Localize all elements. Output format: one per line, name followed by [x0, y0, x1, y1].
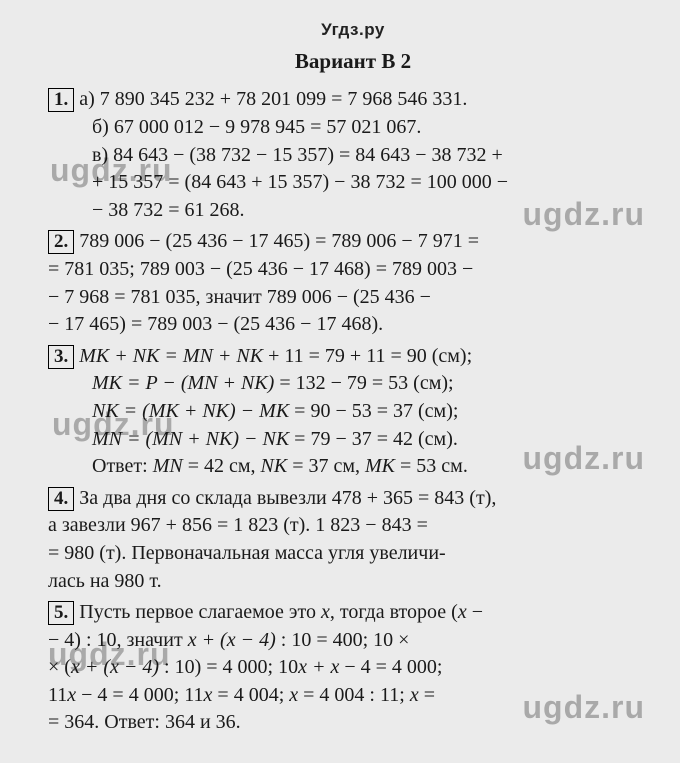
text: = 79 − 37 = 42 (см). — [289, 428, 458, 450]
text: = 37 см, — [287, 455, 365, 477]
text: − 4 = 4 000; 11 — [76, 684, 203, 706]
math: x — [67, 684, 76, 706]
text: = 4 004 : 11; — [298, 684, 410, 706]
math: NK — [261, 455, 288, 477]
problem-number: 3. — [48, 345, 74, 369]
problem-2: 2.789 006 − (25 436 − 17 465) = 789 006 … — [48, 228, 658, 338]
problem-4: 4.За два дня со склада вывезли 478 + 365… — [48, 485, 658, 595]
text: лась на 980 т. — [48, 570, 162, 592]
text: − 7 968 = 781 035, значит 789 006 − (25 … — [48, 286, 431, 308]
text: Ответ: — [92, 455, 153, 477]
text: = 980 (т). Первоначальная масса угля уве… — [48, 542, 446, 564]
math: x — [458, 601, 467, 623]
text: : 10) = 4 000; 10 — [159, 656, 298, 678]
text: − 38 732 = 61 268. — [92, 199, 245, 221]
text: − 17 465) = 789 003 − (25 436 − 17 468). — [48, 313, 383, 335]
math: x + (x − 4) — [188, 629, 276, 651]
math: x — [410, 684, 419, 706]
problem-number: 5. — [48, 601, 74, 625]
text: = 4 004; — [212, 684, 289, 706]
text: Пусть первое слагаемое это — [79, 601, 321, 623]
problem-3: 3.MK + NK = MN + NK + 11 = 79 + 11 = 90 … — [48, 343, 658, 481]
text: = 364. Ответ: 364 и 36. — [48, 711, 241, 733]
text: , тогда второе ( — [330, 601, 458, 623]
problem-number: 2. — [48, 230, 74, 254]
text: = 90 − 53 = 37 (см); — [289, 400, 458, 422]
text: 11 — [48, 684, 67, 706]
math: x + (x − 4) — [71, 656, 159, 678]
variant-title: Вариант В 2 — [48, 47, 658, 76]
text: − 4 = 4 000; — [339, 656, 442, 678]
text: + 11 = 79 + 11 = 90 (см); — [263, 345, 472, 367]
site-header: Угдз.ру — [48, 18, 658, 41]
problem-number: 1. — [48, 88, 74, 112]
math: MK — [365, 455, 395, 477]
math: MN — [153, 455, 183, 477]
math: x + x — [298, 656, 339, 678]
text: = 53 см. — [395, 455, 468, 477]
text: 789 006 − (25 436 − 17 465) = 789 006 − … — [79, 230, 479, 252]
problem-number: 4. — [48, 487, 74, 511]
math: MK = P − (MN + NK) — [92, 372, 274, 394]
text: а завезли 967 + 856 = 1 823 (т). 1 823 −… — [48, 514, 428, 536]
text: = 781 035; 789 003 − (25 436 − 17 468) =… — [48, 258, 473, 280]
problem-5: 5.Пусть первое слагаемое это x, тогда вт… — [48, 599, 658, 737]
text: За два дня со склада вывезли 478 + 365 =… — [79, 487, 496, 509]
text: б) 67 000 012 − 9 978 945 = 57 021 067. — [92, 116, 421, 138]
math: NK = (MK + NK) − MK — [92, 400, 289, 422]
math: MN = (MN + NK) − NK — [92, 428, 289, 450]
math: MK + NK = MN + NK — [79, 345, 263, 367]
text: × ( — [48, 656, 71, 678]
text: в) 84 643 − (38 732 − 15 357) = 84 643 −… — [92, 144, 503, 166]
text: = 132 − 79 = 53 (см); — [274, 372, 453, 394]
math: x — [321, 601, 330, 623]
text: : 10 = 400; 10 × — [276, 629, 410, 651]
text: = — [419, 684, 435, 706]
text: − — [467, 601, 483, 623]
text: + 15 357 = (84 643 + 15 357) − 38 732 = … — [92, 171, 508, 193]
text: − 4) : 10, значит — [48, 629, 188, 651]
text: а) 7 890 345 232 + 78 201 099 = 7 968 54… — [79, 88, 467, 110]
math: x — [289, 684, 298, 706]
problem-1: 1.а) 7 890 345 232 + 78 201 099 = 7 968 … — [48, 86, 658, 224]
text: = 42 см, — [183, 455, 261, 477]
